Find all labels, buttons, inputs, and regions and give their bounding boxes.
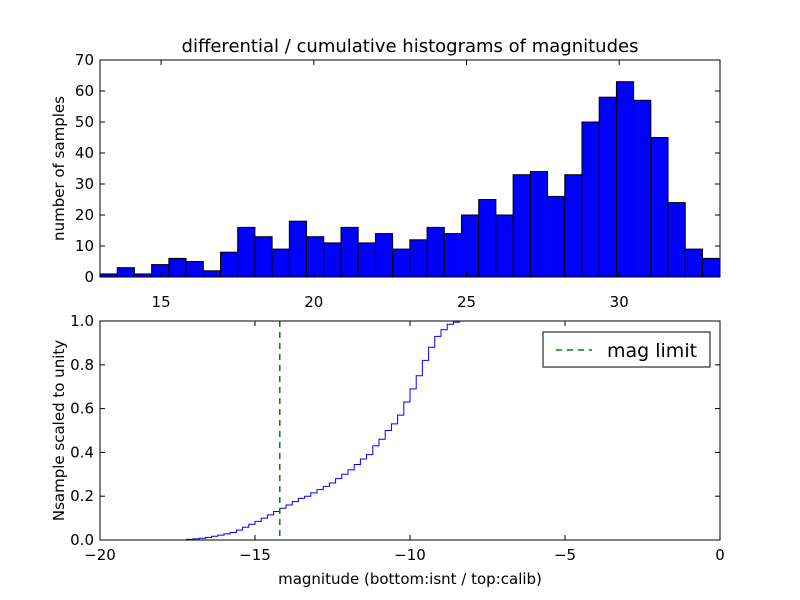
histogram-bar (306, 236, 325, 278)
x-tick-label: 30 (610, 293, 629, 311)
y-tick-label: 50 (75, 113, 94, 131)
histogram-bar (357, 242, 376, 278)
histogram-bar (547, 195, 566, 278)
histogram-bar (684, 248, 703, 278)
histogram-bar (581, 121, 600, 278)
histogram-bar (564, 174, 583, 278)
top-y-axis-label: number of samples (50, 96, 68, 241)
x-tick-label: 0 (715, 546, 725, 564)
bottom-yticks: 0.0 0.2 0.4 0.6 0.8 1.0 (70, 312, 720, 549)
top-bars (99, 81, 721, 278)
legend: mag limit (542, 331, 711, 368)
histogram-bar (409, 239, 428, 278)
y-tick-label: 10 (75, 237, 94, 255)
chart-title: differential / cumulative histograms of … (182, 36, 639, 57)
y-tick-label: 40 (75, 144, 94, 162)
bottom-x-axis-label: magnitude (bottom:isnt / top:calib) (278, 570, 542, 588)
histogram-bar (392, 248, 411, 278)
histogram-bar (650, 137, 669, 278)
y-tick-label: 0.2 (70, 487, 94, 505)
y-tick-label: 0 (84, 268, 94, 286)
histogram-bar (426, 226, 445, 278)
histogram-bar (340, 226, 359, 278)
x-tick-label: −20 (84, 546, 116, 564)
x-tick-label: 20 (304, 293, 323, 311)
y-tick-label: 1.0 (70, 312, 94, 330)
y-tick-label: 70 (75, 51, 94, 69)
bottom-y-axis-label: Nsample scaled to unity (50, 340, 68, 521)
bottom-plot (100, 320, 720, 541)
histogram-bar (615, 81, 635, 278)
histogram-bar (667, 202, 686, 278)
histogram-bar (151, 264, 170, 278)
y-tick-label: 30 (75, 175, 94, 193)
x-tick-label: −5 (554, 546, 576, 564)
y-tick-label: 20 (75, 206, 94, 224)
x-tick-label: 15 (152, 293, 171, 311)
histogram-bar (168, 257, 187, 278)
x-tick-label: 25 (457, 293, 476, 311)
x-tick-label: −15 (239, 546, 271, 564)
cumulative-step-line (100, 320, 720, 541)
x-tick-label: −10 (394, 546, 426, 564)
top-yticks: 0 10 20 30 40 50 60 70 (75, 51, 720, 286)
histogram-bar (701, 257, 721, 278)
histogram-bar (271, 248, 290, 278)
histogram-bar (185, 261, 204, 278)
histogram-bar (374, 233, 394, 278)
histogram-bar (478, 199, 497, 278)
histogram-bar (323, 242, 342, 278)
histogram-bar (219, 251, 239, 278)
histogram-bar (512, 174, 531, 278)
legend-label: mag limit (607, 340, 697, 362)
histogram-bar (254, 236, 273, 278)
histogram-bar (288, 220, 308, 278)
histogram-bar (598, 96, 617, 278)
top-axes-frame (99, 59, 721, 278)
histogram-bar (443, 233, 462, 278)
histogram-bar (529, 171, 549, 278)
y-tick-label: 0.6 (70, 400, 94, 418)
bottom-xticks: −20 −15 −10 −5 0 (84, 321, 725, 564)
histogram-bar (116, 267, 135, 278)
histogram-bar (460, 214, 480, 278)
y-tick-label: 0.8 (70, 356, 94, 374)
histogram-bar (495, 214, 514, 278)
histogram-bar (237, 226, 256, 278)
histogram-bar (633, 99, 652, 278)
y-tick-label: 60 (75, 82, 94, 100)
top-xticks: 15 20 25 30 (152, 60, 629, 311)
histogram-bar (202, 270, 221, 278)
y-tick-label: 0.0 (70, 531, 94, 549)
y-tick-label: 0.4 (70, 443, 94, 461)
